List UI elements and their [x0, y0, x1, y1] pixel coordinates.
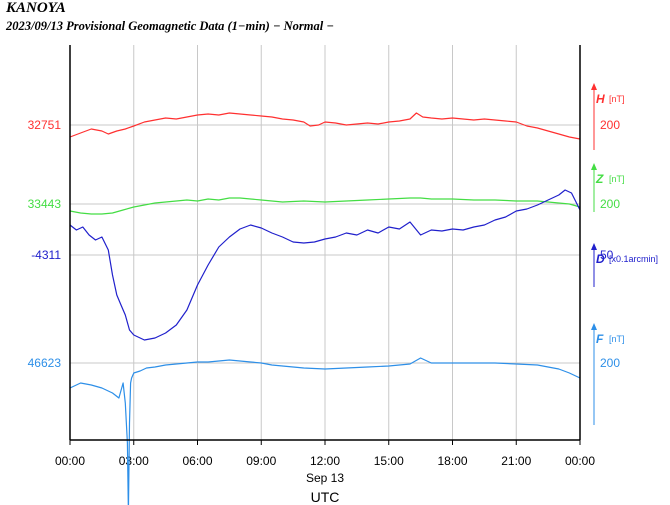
series-name-z: Z [595, 172, 604, 186]
date-label: Sep 13 [306, 471, 344, 485]
left-baseline-label: 33443 [28, 197, 62, 211]
x-tick-label: 09:00 [246, 454, 276, 468]
series-name-d: D [596, 252, 605, 266]
scale-arrow-head [591, 83, 597, 90]
station-title: KANOYA [6, 0, 66, 16]
scale-value-label: 200 [600, 197, 620, 211]
scale-arrow-head [591, 243, 597, 250]
x-tick-label: 12:00 [310, 454, 340, 468]
left-baseline-label: 46623 [28, 356, 62, 370]
series-unit: [x0.1arcmin] [609, 254, 658, 264]
x-axis-label: UTC [311, 489, 340, 505]
scale-arrow-head [591, 163, 597, 170]
x-tick-label: 00:00 [565, 454, 595, 468]
series-unit: [nT] [609, 174, 625, 184]
series-line-h [69, 112, 581, 140]
series-name-h: H [596, 92, 605, 106]
scale-value-label: 200 [600, 118, 620, 132]
x-tick-label: 06:00 [182, 454, 212, 468]
x-tick-label: 21:00 [501, 454, 531, 468]
series-unit: [nT] [609, 94, 625, 104]
series-unit: [nT] [609, 334, 625, 344]
scale-value-label: 200 [600, 356, 620, 370]
chart-subtitle: 2023/09/13 Provisional Geomagnetic Data … [6, 19, 334, 33]
left-baseline-label: -4311 [31, 248, 61, 262]
scale-arrow-head [591, 323, 597, 330]
x-tick-label: 00:00 [55, 454, 85, 468]
scale-value-label: 50 [600, 248, 614, 262]
x-tick-label: 18:00 [437, 454, 467, 468]
series-line-f [69, 357, 581, 505]
series-line-z [69, 197, 581, 215]
series-line-d [69, 189, 581, 341]
series-name-f: F [596, 332, 604, 346]
x-tick-label: 03:00 [119, 454, 149, 468]
x-tick-label: 15:00 [374, 454, 404, 468]
left-baseline-label: 32751 [28, 118, 62, 132]
